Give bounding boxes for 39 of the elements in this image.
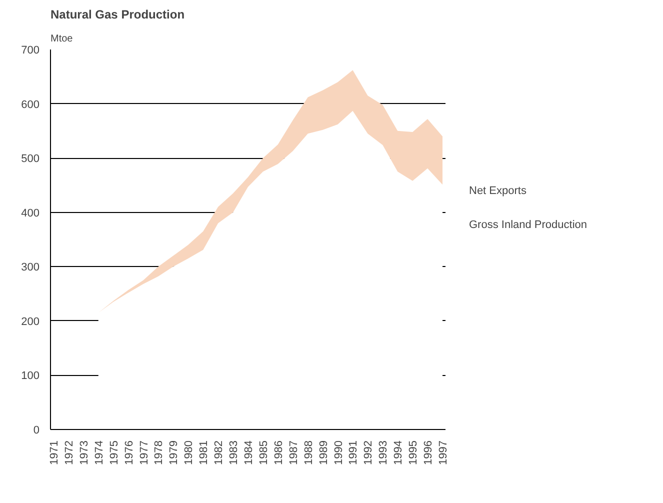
x-tick-label: 1980 xyxy=(183,440,196,465)
y-tick-label: 300 xyxy=(21,262,40,274)
y-tick-label: 500 xyxy=(21,153,40,166)
x-tick-label: 1991 xyxy=(348,440,360,465)
x-tick-label: 1971 xyxy=(48,440,60,465)
x-tick-label: 1989 xyxy=(318,440,330,465)
y-tick-label: 400 xyxy=(21,207,40,220)
chart-title: Natural Gas Production xyxy=(50,8,185,22)
y-tick-label: 700 xyxy=(21,44,40,56)
x-tick-label: 1983 xyxy=(228,440,240,465)
x-tick-label: 1997 xyxy=(438,440,450,465)
y-tick-label: 0 xyxy=(33,424,40,436)
x-tick-label: 1979 xyxy=(168,440,180,465)
text: Net Exports xyxy=(469,185,526,197)
x-tick-label: 1972 xyxy=(63,440,76,465)
x-tick-label: 1994 xyxy=(392,440,405,465)
x-tick-label: 1977 xyxy=(138,440,150,465)
y-tick-label: 200 xyxy=(21,316,40,328)
x-tick-label: 1974 xyxy=(93,440,106,465)
y-tick-label: 100 xyxy=(21,370,40,382)
x-tick-label: 1985 xyxy=(258,440,270,465)
x-tick-label: 1986 xyxy=(272,440,285,465)
x-tick-label: 1978 xyxy=(153,440,166,465)
y-axis-title: Mtoe xyxy=(50,34,74,44)
x-tick-label: 1993 xyxy=(378,440,390,465)
x-tick-label: 1973 xyxy=(78,440,90,465)
x-tick-label: 1987 xyxy=(288,440,300,465)
x-tick-label: 1995 xyxy=(408,440,420,465)
x-tick-label: 1984 xyxy=(243,440,255,465)
x-tick-label: 1992 xyxy=(362,440,375,465)
x-tick-label: 1982 xyxy=(213,440,226,465)
x-tick-label: 1990 xyxy=(332,440,345,465)
x-tick-label: 1988 xyxy=(302,440,315,465)
x-tick-label: 1996 xyxy=(422,440,435,465)
x-tick-label: 1976 xyxy=(123,440,136,465)
x-tick-label: 1975 xyxy=(108,440,120,465)
text: Gross Inland Production xyxy=(469,219,588,231)
y-tick-label: 600 xyxy=(21,98,40,111)
x-tick-label: 1981 xyxy=(198,440,210,465)
